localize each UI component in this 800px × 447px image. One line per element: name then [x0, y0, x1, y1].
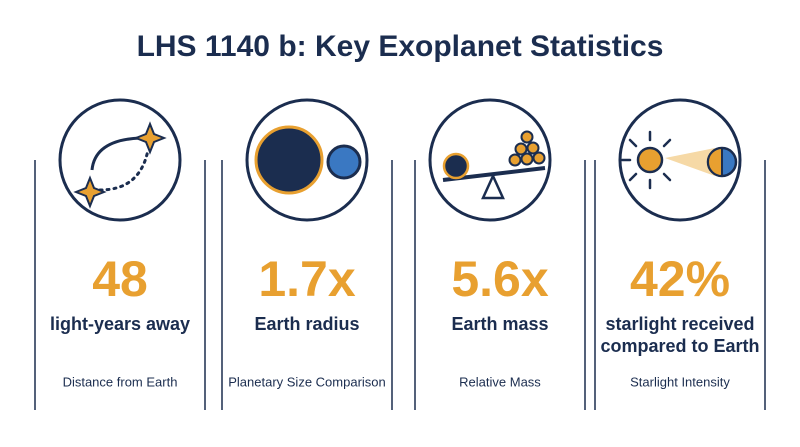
stat-value: 48: [92, 251, 148, 307]
distance-icon: [58, 98, 182, 222]
stat-label: light-years away: [50, 314, 190, 334]
mass-icon: [428, 98, 552, 222]
stat-value: 1.7x: [258, 251, 356, 307]
stat-value: 5.6x: [451, 251, 549, 307]
stat-caption: Relative Mass: [459, 374, 541, 389]
stat-caption: Distance from Earth: [63, 374, 178, 389]
stat-value: 42%: [630, 251, 730, 307]
stat-caption: Starlight Intensity: [630, 374, 730, 389]
stat-label: Earth radius: [254, 314, 359, 334]
size-icon: [245, 98, 369, 222]
icons: [58, 98, 742, 222]
stat-label: starlight received: [605, 314, 754, 334]
stat-caption: Planetary Size Comparison: [228, 374, 386, 389]
stat-label: Earth mass: [451, 314, 548, 334]
starlight-icon: [618, 98, 742, 222]
title: LHS 1140 b: Key Exoplanet Statistics: [137, 30, 664, 63]
cards: 48 light-years away Distance from Earth 1.7…: [34, 160, 766, 410]
stat-label: compared to Earth: [600, 336, 759, 356]
